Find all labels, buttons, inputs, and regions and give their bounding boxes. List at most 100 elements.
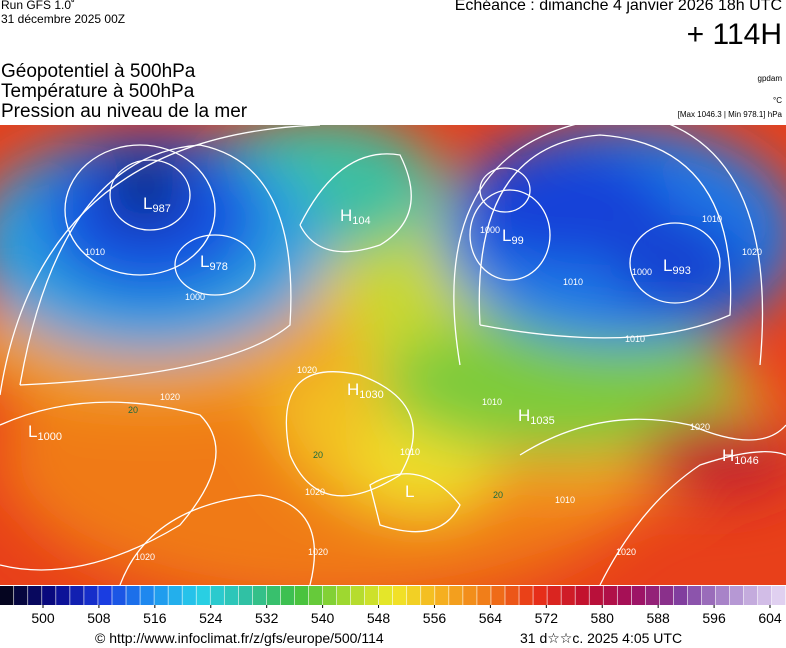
colorbar-swatch — [771, 586, 786, 605]
colorbar-swatch — [308, 586, 323, 605]
colorbar-label: 604 — [758, 610, 782, 626]
colorbar-swatch — [659, 586, 674, 605]
colorbar-swatch — [519, 586, 533, 605]
isobar-label: 1020 — [297, 365, 317, 375]
colorbar-swatch — [589, 586, 603, 605]
colorbar-swatch — [84, 586, 98, 605]
colorbar-label: 588 — [646, 610, 670, 626]
pressure-center: L993 — [663, 256, 691, 277]
colorbar-swatch — [701, 586, 716, 605]
center-kind: L — [405, 482, 414, 501]
colorbar-swatch — [673, 586, 688, 605]
colorbar-label: 524 — [199, 610, 223, 626]
colorbar-label: 508 — [87, 610, 111, 626]
colorbar-label: 564 — [479, 610, 503, 626]
colorbar-swatch — [463, 586, 477, 605]
legend-line: Géopotentiel à 500hPa — [1, 61, 196, 82]
center-kind: H — [347, 380, 359, 399]
colorbar-label: 532 — [255, 610, 279, 626]
colorbar-swatch — [126, 586, 140, 605]
pressure-center: L1000 — [28, 422, 62, 443]
colorbar-swatch — [743, 586, 758, 605]
colorbar-swatch — [603, 586, 617, 605]
colorbar-swatch — [561, 586, 575, 605]
colorbar-swatch — [393, 586, 407, 605]
colorbar: 500 508 516 524 532 540 548 556 564 572 580 588 596 6… — [0, 586, 786, 626]
isobar-label: 1010 — [482, 397, 502, 407]
isobar-label: 1010 — [702, 214, 722, 224]
isobar-label: 1020 — [160, 392, 180, 402]
isobar-label: 1020 — [308, 547, 328, 557]
colorbar-swatch — [547, 586, 561, 605]
isobar-label: 1010 — [625, 334, 645, 344]
colorbar-swatch — [491, 586, 505, 605]
colorbar-label: 500 — [31, 610, 55, 626]
center-value: 104 — [352, 215, 370, 227]
colorbar-swatch — [210, 586, 224, 605]
temp-label: 20 — [128, 405, 138, 415]
pressure-center: H1030 — [347, 380, 384, 401]
pressure-center: L — [405, 482, 414, 501]
map: L987L978H104L99L993H1030L1000H1035H1046L… — [0, 125, 786, 585]
colorbar-swatch — [449, 586, 463, 605]
legend-line: Température à 500hPa — [1, 81, 195, 102]
colorbar-swatch — [435, 586, 449, 605]
colorbar-swatch — [505, 586, 519, 605]
colorbar-swatch — [421, 586, 435, 605]
center-kind: L — [143, 194, 152, 213]
center-kind: H — [340, 206, 352, 225]
temp-label: 20 — [493, 490, 503, 500]
colorbar-swatch — [266, 586, 281, 605]
colorbar-swatch — [182, 586, 196, 605]
center-value: 1000 — [37, 431, 61, 443]
colorbar-swatch — [364, 586, 379, 605]
center-kind: L — [663, 256, 672, 275]
pressure-center: L99 — [502, 226, 524, 247]
run: Run GFS 1.0˚ — [1, 0, 76, 12]
colorbar-swatch — [56, 586, 70, 605]
colorbar-label: 548 — [367, 610, 391, 626]
unit-temp: °C — [773, 96, 782, 105]
legend-line: Pression au niveau de la mer — [1, 101, 248, 122]
colorbar-swatch — [224, 586, 239, 605]
pressure-center: L978 — [200, 252, 228, 273]
isobars — [0, 125, 786, 585]
colorbar-swatch — [322, 586, 337, 605]
pressure-center: H1046 — [722, 446, 759, 467]
center-value: 987 — [152, 203, 170, 215]
isobar-label: 1010 — [555, 495, 575, 505]
colorbar-label: 596 — [702, 610, 726, 626]
isobar-label: 1000 — [480, 225, 500, 235]
colorbar-swatch — [631, 586, 646, 605]
colorbar-swatch — [280, 586, 295, 605]
lead-time: + 114H — [686, 18, 782, 51]
pressure-center: H1035 — [518, 406, 555, 427]
colorbar-label: 556 — [423, 610, 447, 626]
colorbar-swatch — [294, 586, 309, 605]
colorbar-swatch — [14, 586, 28, 605]
center-value: 1046 — [734, 455, 758, 467]
center-kind: L — [502, 226, 511, 245]
colorbar-label: 540 — [311, 610, 335, 626]
isobar-label: 1020 — [616, 547, 636, 557]
colorbar-swatch — [407, 586, 421, 605]
isobar-label: 1010 — [85, 247, 105, 257]
unit-geo: gpdam — [757, 74, 782, 83]
colorbar-swatch — [757, 586, 772, 605]
colorbar-swatch — [645, 586, 660, 605]
colorbar-swatch — [0, 586, 14, 605]
colorbar-swatch — [154, 586, 168, 605]
isobar-label: 1020 — [690, 422, 710, 432]
isobar-label: 1020 — [742, 247, 762, 257]
colorbar-swatch — [729, 586, 744, 605]
pressure-range: [Max 1046.3 | Min 978.1] hPa — [677, 110, 782, 119]
colorbar-swatch — [70, 586, 84, 605]
colorbar-swatch — [196, 586, 210, 605]
colorbar-swatch — [42, 586, 56, 605]
colorbar-swatch — [336, 586, 351, 605]
colorbar-swatch — [533, 586, 547, 605]
center-kind: H — [518, 406, 530, 425]
isobar-label: 1000 — [185, 292, 205, 302]
center-value: 1030 — [359, 389, 383, 401]
